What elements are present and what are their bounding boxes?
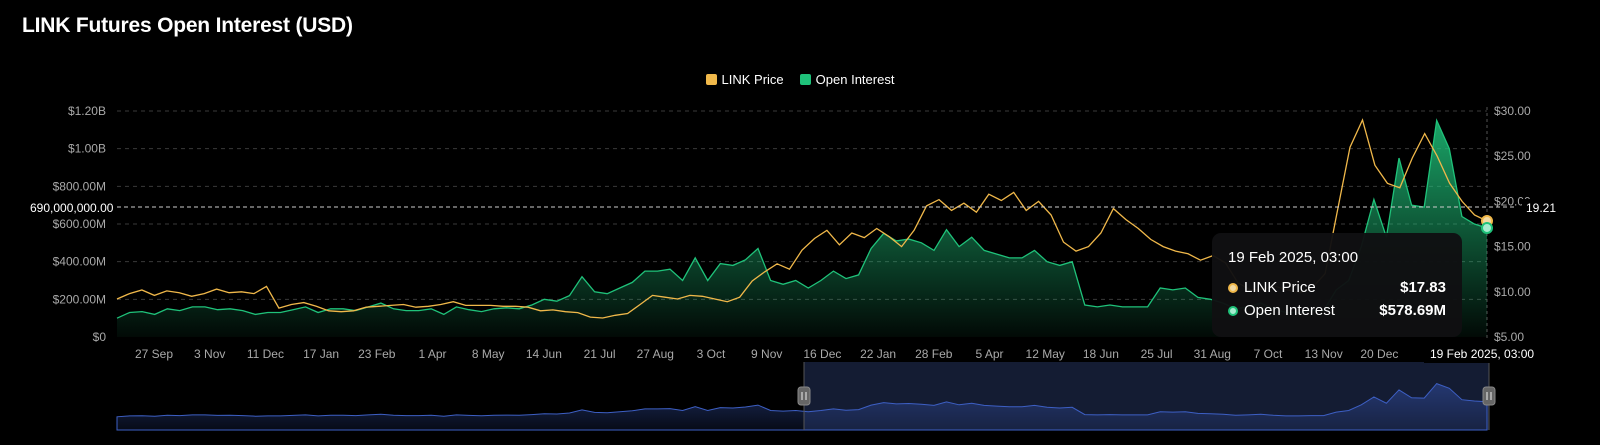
y-right-tick-label: $5.00 — [1494, 330, 1524, 344]
chart-title: LINK Futures Open Interest (USD) — [22, 14, 353, 37]
x-tick-label: 23 Feb — [358, 347, 396, 361]
x-tick-label: 27 Sep — [135, 347, 173, 361]
tooltip-date: 19 Feb 2025, 03:00 — [1228, 249, 1359, 266]
x-tick-label: 1 Apr — [418, 347, 446, 361]
tooltip: 19 Feb 2025, 03:00 LINK Price $17.83 Ope… — [1212, 233, 1462, 337]
tooltip-row-link-price: LINK Price $17.83 — [1228, 279, 1446, 296]
y-left-tick-label: $1.00B — [68, 142, 106, 156]
tooltip-dot-link-price — [1228, 282, 1238, 293]
crosshair-left-value: 690,000,000.00 — [26, 199, 118, 217]
x-tick-label: 31 Aug — [1194, 347, 1231, 361]
y-left-tick-label: $600.00M — [53, 217, 106, 231]
navigator-handle-right[interactable] — [1482, 386, 1496, 406]
x-tick-label: 3 Oct — [697, 347, 726, 361]
tooltip-row-open-interest: Open Interest $578.69M — [1228, 302, 1446, 319]
x-tick-label: 28 Feb — [915, 347, 953, 361]
tooltip-value-open-interest: $578.69M — [1379, 302, 1446, 319]
x-tick-label: 3 Nov — [194, 347, 225, 361]
x-tick-label: 5 Apr — [975, 347, 1003, 361]
x-tick-label: 7 Oct — [1254, 347, 1283, 361]
x-tick-label: 12 May — [1026, 347, 1065, 361]
navigator-series — [116, 383, 1488, 431]
legend-swatch-open-interest — [799, 74, 811, 85]
x-tick-label: 22 Jan — [860, 347, 896, 361]
x-tick-label: 9 Nov — [751, 347, 782, 361]
tooltip-value-link-price: $17.83 — [1400, 279, 1446, 296]
x-tick-label: 11 Dec — [247, 347, 284, 361]
x-tick-label: 16 Dec — [803, 347, 841, 361]
tooltip-label-open-interest: Open Interest — [1244, 302, 1335, 319]
navigator-handle-left-grip — [797, 386, 811, 406]
tooltip-label-link-price: LINK Price — [1244, 279, 1316, 296]
legend-label-open-interest: Open Interest — [815, 72, 895, 87]
y-left-tick-label: $200.00M — [53, 292, 106, 306]
x-tick-label: 27 Aug — [637, 347, 674, 361]
x-tick-label: 14 Jun — [526, 347, 562, 361]
navigator-handle-right-grip — [1482, 386, 1496, 406]
x-tick-label: 25 Jul — [1141, 347, 1173, 361]
crosshair-right-value: 19.21 — [1522, 199, 1561, 217]
legend-swatch-link-price — [705, 74, 717, 85]
y-right-tick-label: $15.00 — [1494, 240, 1531, 254]
y-left-tick-label: $1.20B — [68, 104, 106, 118]
y-right-tick-label: $20.00 — [1494, 194, 1531, 208]
legend-item-link-price[interactable]: LINK Price — [705, 72, 784, 87]
legend-item-open-interest[interactable]: Open Interest — [799, 72, 895, 87]
tooltip-dot-open-interest — [1228, 305, 1238, 316]
x-tick-label: 21 Jul — [584, 347, 616, 361]
y-left-tick-label: $400.00M — [53, 255, 106, 269]
y-left-tick-label: $0 — [93, 330, 107, 344]
y-right-tick-label: $25.00 — [1494, 149, 1531, 163]
legend: LINK Price Open Interest — [0, 72, 1600, 87]
y-left-tick-label: $800.00M — [53, 179, 106, 193]
legend-label-link-price: LINK Price — [721, 72, 784, 87]
x-tick-label: 17 Jan — [303, 347, 339, 361]
crosshair-date-label: 19 Feb 2025, 03:00 — [1424, 345, 1541, 363]
x-tick-label: 18 Jun — [1083, 347, 1119, 361]
x-tick-label: 13 Nov — [1305, 347, 1343, 361]
y-right-tick-label: $30.00 — [1494, 104, 1531, 118]
open-interest-marker — [1481, 221, 1493, 234]
x-tick-label: 8 May — [472, 347, 505, 361]
x-tick-label: 20 Dec — [1360, 347, 1398, 361]
navigator-handle-left[interactable] — [797, 386, 811, 406]
y-right-tick-label: $10.00 — [1494, 285, 1531, 299]
